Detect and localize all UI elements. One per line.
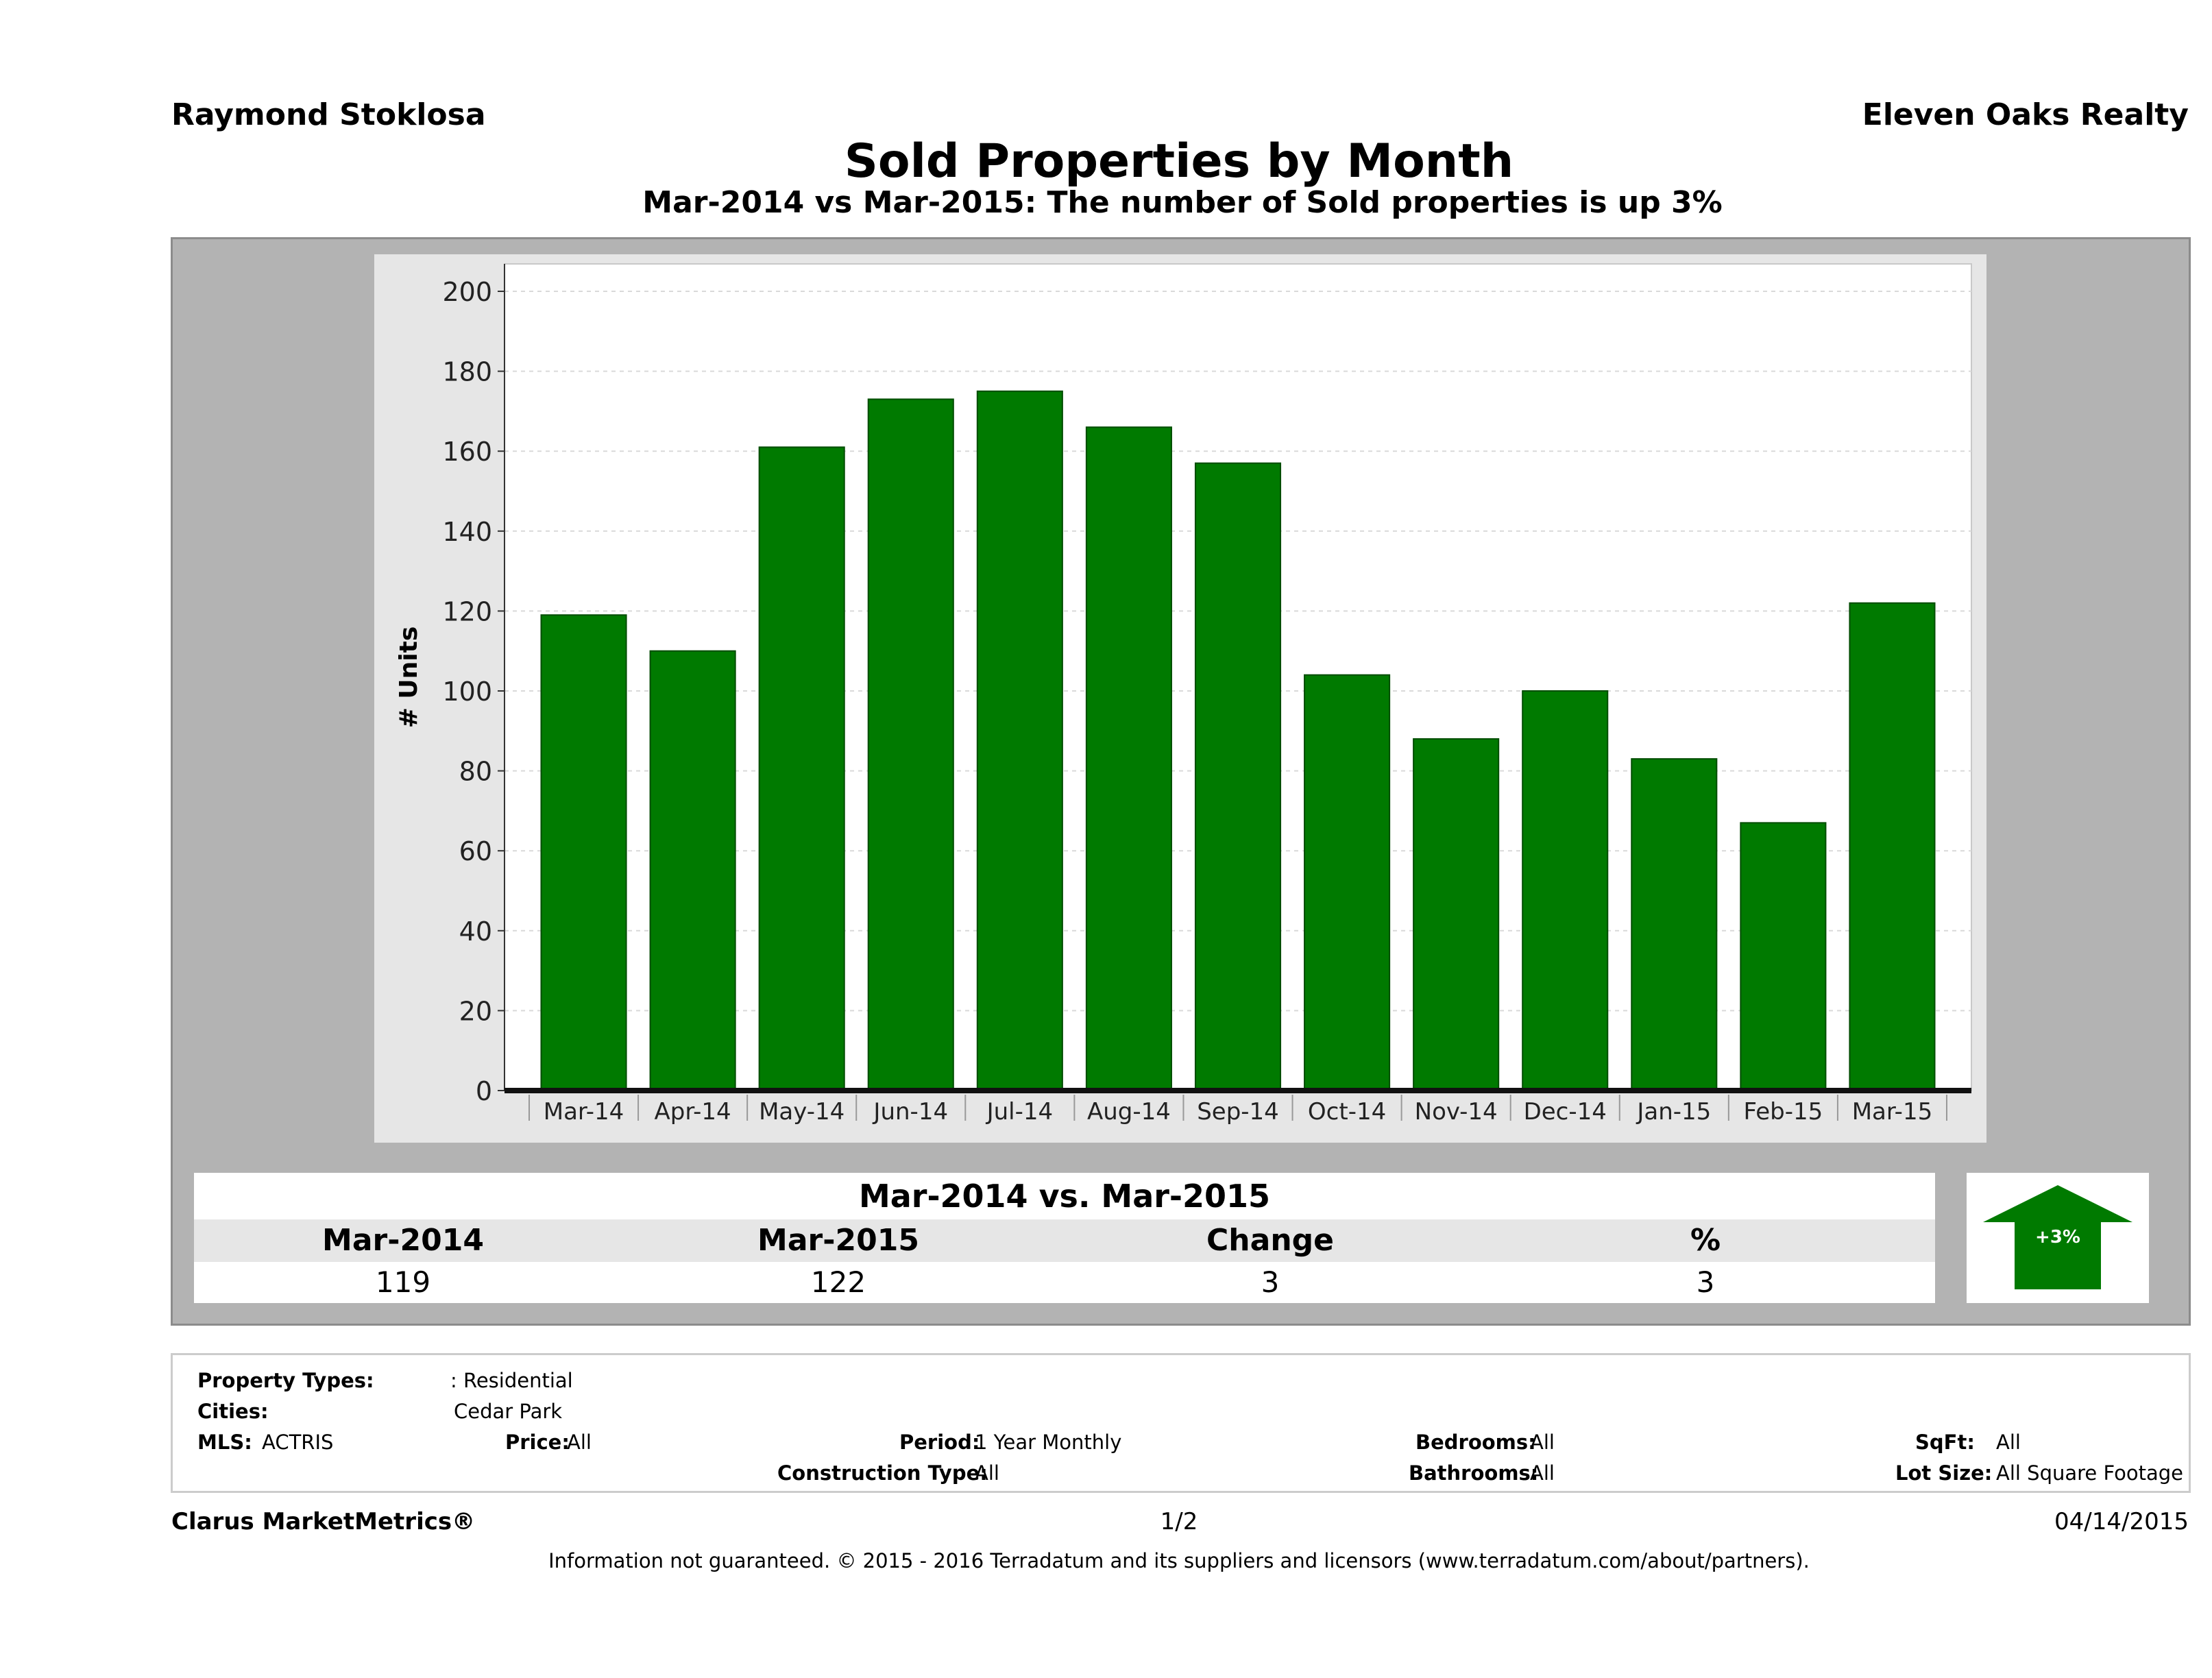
chart-frame: 0 20 40 60 80 100 120 140 160 180 200 # Units Mar-14… xyxy=(374,254,1986,1143)
bar xyxy=(1740,822,1827,1091)
y-tick-label: 40 xyxy=(459,916,492,947)
filter-property-types-label: Property Types: xyxy=(197,1369,374,1392)
x-tick-label: Dec-14 xyxy=(1524,1098,1607,1126)
x-tick-label: Jan-15 xyxy=(1636,1098,1711,1126)
x-tick-label: Mar-14 xyxy=(544,1098,624,1126)
filter-box: Property Types: : Residential Cities: Ce… xyxy=(171,1353,2191,1493)
y-tick-label: 0 xyxy=(476,1076,492,1106)
chart-panel: 0 20 40 60 80 100 120 140 160 180 200 # Units Mar-14… xyxy=(171,237,2191,1326)
filter-mls-value: ACTRIS xyxy=(262,1431,334,1454)
filter-bedrooms-value: All xyxy=(1530,1431,1555,1454)
summary-title-row: Mar-2014 vs. Mar-2015 xyxy=(194,1173,1935,1219)
filter-construction-label: Construction Type: xyxy=(777,1461,988,1485)
filter-period-label: Period: xyxy=(899,1431,980,1454)
x-tick-label: Nov-14 xyxy=(1415,1098,1498,1126)
report-subtitle: Mar-2014 vs Mar-2015: The number of Sold… xyxy=(642,185,1723,220)
x-tick-label: May-14 xyxy=(759,1098,844,1126)
filter-sqft-label: SqFt: xyxy=(1915,1431,1975,1454)
bar xyxy=(1849,602,1936,1091)
bar xyxy=(867,398,954,1092)
filter-bathrooms-value: All xyxy=(1530,1461,1555,1485)
filter-price-value: All xyxy=(567,1431,592,1454)
filter-mls-label: MLS: xyxy=(197,1431,252,1454)
bar xyxy=(1085,426,1172,1092)
report-title: Sold Properties by Month xyxy=(844,134,1514,189)
filter-property-types-value: : Residential xyxy=(450,1369,573,1392)
y-tick-label: 120 xyxy=(442,596,492,627)
summary-value-change: 3 xyxy=(1261,1265,1280,1299)
filter-lotsize-label: Lot Size: xyxy=(1895,1461,1993,1485)
change-indicator: +3% xyxy=(1967,1173,2149,1303)
bar xyxy=(758,446,845,1091)
bar-chart: 0 20 40 60 80 100 120 140 160 180 200 # Units Mar-14… xyxy=(395,263,1972,1126)
filter-construction-value: All xyxy=(975,1461,999,1485)
y-tick-label: 100 xyxy=(442,677,492,707)
x-tick-label: Jun-14 xyxy=(872,1098,948,1126)
filter-price-label: Price: xyxy=(505,1431,570,1454)
y-tick-label: 20 xyxy=(459,996,492,1026)
y-tick-label: 60 xyxy=(459,836,492,866)
summary-header-row: Mar-2014 Mar-2015 Change % xyxy=(194,1219,1935,1262)
bar xyxy=(1413,738,1500,1091)
y-tick-label: 180 xyxy=(442,357,492,387)
summary-header-start: Mar-2014 xyxy=(322,1223,484,1258)
y-tick-label: 160 xyxy=(442,437,492,467)
filter-cities-value: Cedar Park xyxy=(454,1400,563,1423)
summary-header-end: Mar-2015 xyxy=(757,1223,919,1258)
x-tick-label: Jul-14 xyxy=(986,1098,1054,1126)
bar xyxy=(976,390,1063,1091)
x-tick-label: Sep-14 xyxy=(1197,1098,1279,1126)
x-tick-label: Oct-14 xyxy=(1308,1098,1386,1126)
footer-page-number: 1/2 xyxy=(1160,1508,1198,1535)
bar xyxy=(1631,758,1718,1091)
bar xyxy=(1304,674,1391,1091)
change-indicator-label: +3% xyxy=(2035,1227,2080,1248)
bar xyxy=(1522,690,1609,1091)
summary-table: Mar-2014 vs. Mar-2015 Mar-2014 Mar-2015 … xyxy=(194,1173,1935,1306)
y-tick-label: 80 xyxy=(459,757,492,787)
summary-value-row: 119 122 3 3 xyxy=(194,1262,1935,1303)
x-tick-label: Feb-15 xyxy=(1744,1098,1823,1126)
y-tick-label: 140 xyxy=(442,517,492,547)
filter-sqft-value: All xyxy=(1996,1431,2021,1454)
summary-header-change: Change xyxy=(1206,1223,1334,1258)
filter-period-value: 1 Year Monthly xyxy=(975,1431,1122,1454)
y-axis-label: # Units xyxy=(395,627,423,729)
x-tick-label: Mar-15 xyxy=(1852,1098,1933,1126)
footer-disclaimer: Information not guaranteed. © 2015 - 201… xyxy=(548,1549,1810,1572)
brokerage-name: Eleven Oaks Realty xyxy=(1862,97,2189,132)
bar xyxy=(1194,462,1282,1091)
summary-value-percent: 3 xyxy=(1696,1265,1715,1299)
filter-bedrooms-label: Bedrooms: xyxy=(1415,1431,1536,1454)
summary-title: Mar-2014 vs. Mar-2015 xyxy=(858,1178,1271,1215)
summary-header-percent: % xyxy=(1690,1223,1721,1258)
bar xyxy=(649,650,736,1091)
up-arrow-icon: +3% xyxy=(1983,1185,2132,1289)
filter-bathrooms-label: Bathrooms: xyxy=(1409,1461,1539,1485)
bar xyxy=(540,614,627,1091)
summary-value-start: 119 xyxy=(375,1265,431,1299)
x-tick-label: Aug-14 xyxy=(1087,1098,1171,1126)
filter-cities-label: Cities: xyxy=(197,1400,269,1423)
x-tick-label: Apr-14 xyxy=(655,1098,731,1126)
summary-value-end: 122 xyxy=(810,1265,866,1299)
footer-date: 04/14/2015 xyxy=(2054,1508,2189,1535)
footer-brand: Clarus MarketMetrics® xyxy=(171,1508,476,1535)
agent-name: Raymond Stoklosa xyxy=(171,97,486,132)
filter-lotsize-value: All Square Footage xyxy=(1996,1461,2184,1485)
y-tick-label: 200 xyxy=(442,277,492,307)
